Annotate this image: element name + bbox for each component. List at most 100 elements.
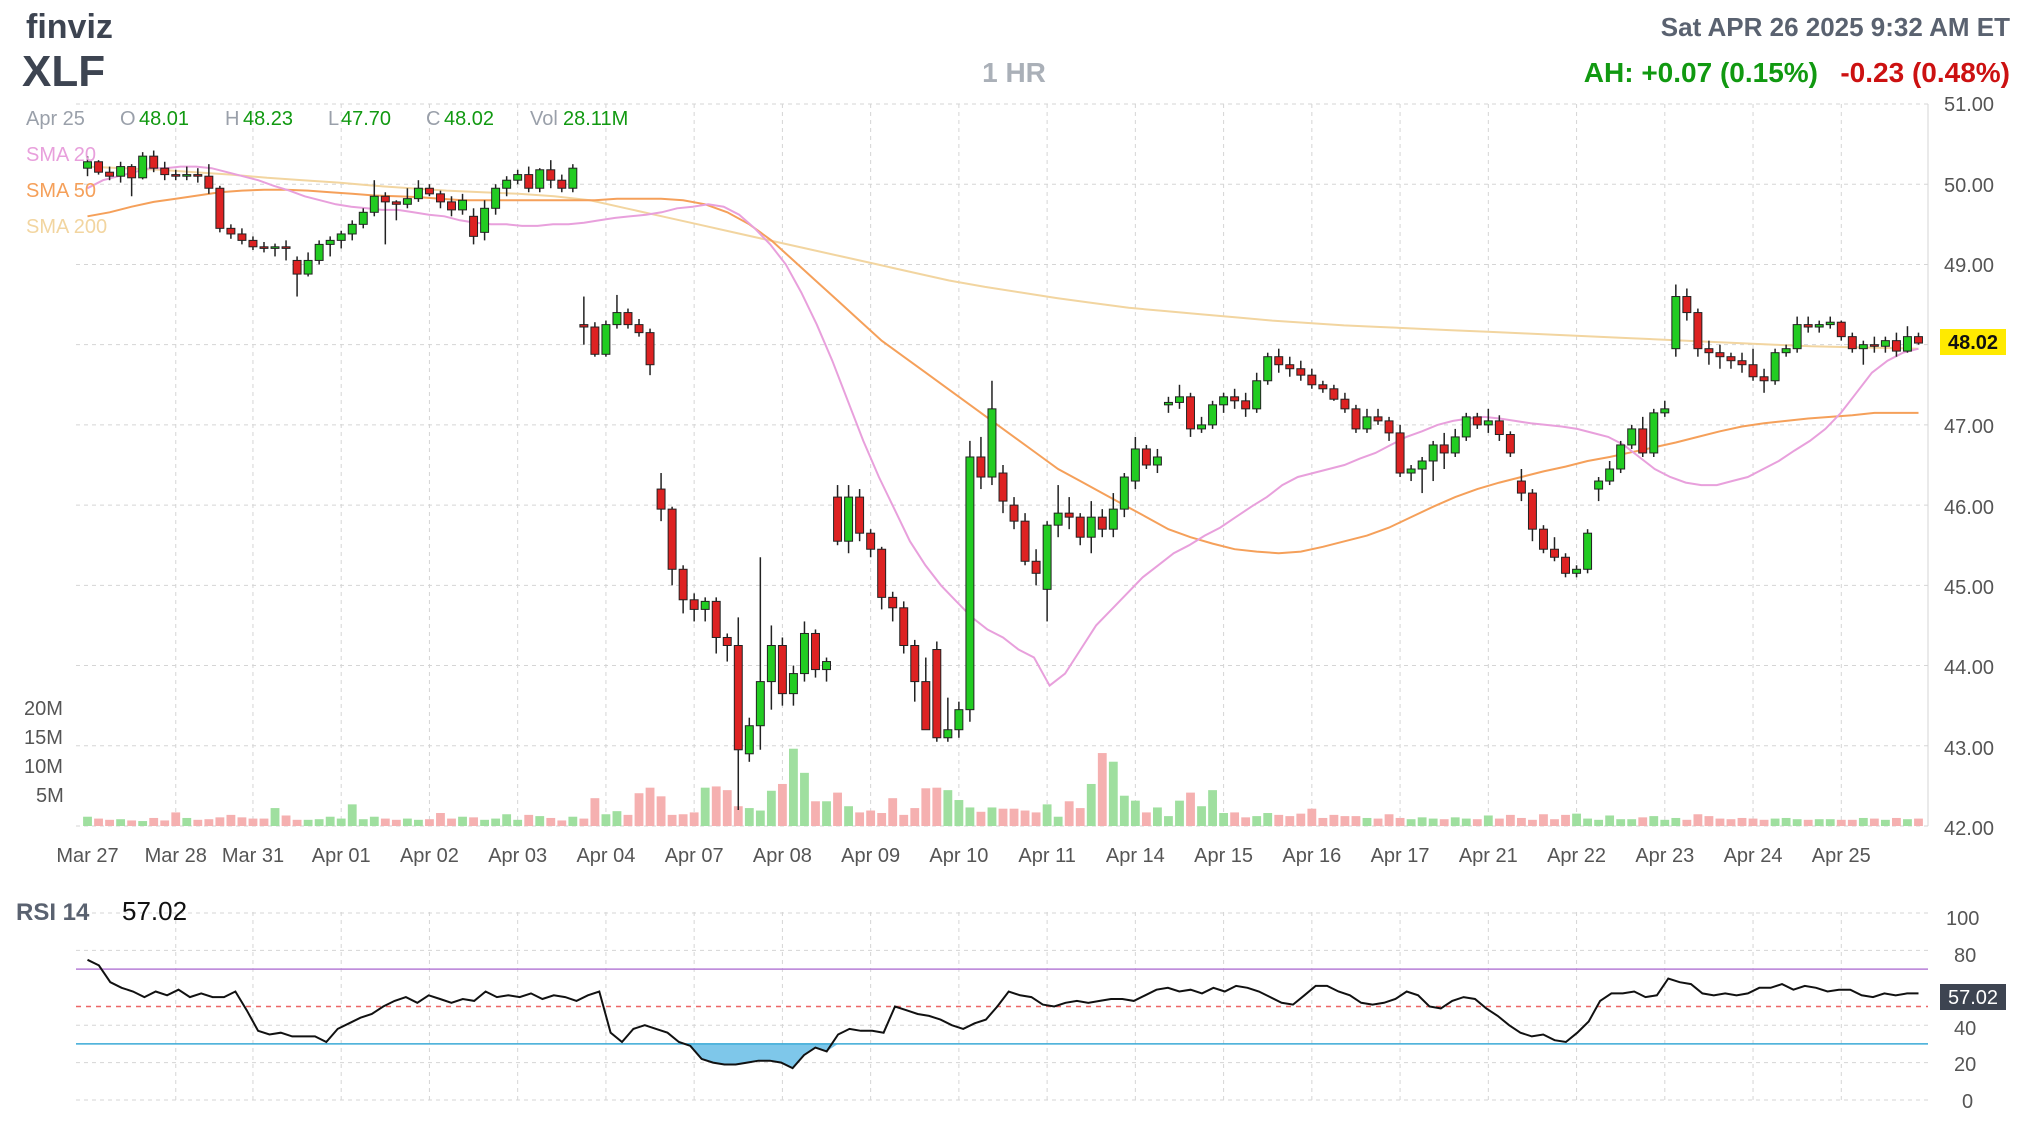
candle — [1759, 368, 1769, 393]
candle — [1108, 493, 1118, 538]
volume-bar — [899, 814, 909, 826]
candle — [1097, 509, 1107, 538]
volume-bar — [1516, 817, 1526, 826]
volume-bar — [1450, 817, 1460, 826]
volume-bar — [557, 820, 567, 826]
candle-body — [777, 645, 787, 695]
date-tick: Mar 27 — [56, 845, 118, 867]
candle — [1163, 396, 1173, 413]
date-tick: Apr 23 — [1635, 845, 1694, 867]
candle-body — [623, 312, 633, 326]
candle — [1880, 336, 1890, 353]
legend-sma20[interactable]: SMA 20 — [26, 144, 96, 166]
candle — [1825, 316, 1835, 329]
candle — [1384, 416, 1394, 441]
candle — [1671, 284, 1681, 357]
candle-body — [1197, 424, 1207, 430]
legend-low-label: L — [328, 108, 339, 130]
volume-bar — [822, 801, 831, 826]
candle — [1141, 444, 1151, 470]
candle — [491, 184, 501, 215]
candle — [1042, 521, 1052, 622]
candle-body — [237, 233, 247, 241]
volume-bar — [1858, 817, 1868, 826]
candle — [281, 240, 291, 261]
volume-bar — [469, 817, 478, 826]
volume-bar — [480, 819, 490, 826]
candle-body — [557, 179, 567, 189]
candle-body — [1726, 356, 1736, 362]
candle — [149, 150, 159, 173]
volume-bar — [391, 819, 401, 826]
volume-bar — [1748, 818, 1758, 826]
candle — [94, 160, 104, 175]
candle — [105, 166, 115, 181]
legend-sma50[interactable]: SMA 50 — [26, 180, 96, 202]
volume-bar — [524, 814, 534, 826]
volume-bar — [1230, 812, 1240, 826]
candle — [1152, 448, 1162, 474]
candle — [347, 220, 357, 241]
timeframe-label[interactable]: 1 HR — [982, 57, 1046, 88]
volume-bar — [259, 818, 269, 826]
candle — [1086, 501, 1096, 554]
candle — [1119, 473, 1129, 518]
rsi-line — [87, 958, 1919, 1070]
date-axis: Mar 27 Mar 28 Mar 31 Apr 01 Apr 02 Apr 03 Apr … — [56, 845, 1870, 867]
candle — [744, 717, 754, 762]
candle-body — [744, 725, 754, 755]
candle — [1020, 513, 1030, 566]
candle-body — [1737, 360, 1747, 366]
candle-body — [1064, 512, 1074, 518]
volume-bar — [1053, 816, 1063, 826]
candle-body — [866, 532, 876, 550]
candle — [1891, 332, 1901, 357]
candle-body — [270, 246, 280, 249]
legend-low-value: 47.70 — [341, 108, 391, 130]
candle-body — [932, 649, 942, 739]
date-tick: Apr 17 — [1371, 845, 1430, 867]
candle — [1263, 352, 1273, 385]
candle-body — [899, 607, 909, 646]
volume-tick: 15M — [24, 727, 63, 749]
volume-bar — [954, 800, 964, 826]
candle — [943, 697, 953, 742]
volume-bar — [358, 819, 368, 826]
candle-body — [579, 324, 589, 328]
volume-bar — [292, 819, 302, 826]
volume-bar — [733, 806, 743, 826]
volume-bar — [1241, 817, 1251, 826]
candle-body — [1494, 420, 1504, 436]
volume-bar — [1903, 819, 1912, 826]
candle-body — [1373, 416, 1383, 422]
candle — [1737, 352, 1747, 373]
candle-body — [513, 174, 523, 181]
volume-bar — [1792, 819, 1802, 826]
volume-bar — [1208, 790, 1217, 826]
candle — [1219, 392, 1229, 413]
sma20-line — [87, 165, 1919, 688]
volume-bar — [667, 814, 677, 826]
volume-bar — [700, 787, 710, 826]
volume-bar — [1153, 807, 1162, 826]
candle-body — [1891, 340, 1901, 352]
candle — [1362, 408, 1372, 433]
volume-bar — [116, 819, 126, 826]
volume-tick: 5M — [36, 785, 64, 807]
candle — [204, 164, 214, 194]
candle — [358, 208, 368, 229]
volume-bar — [436, 813, 445, 826]
candle — [1726, 352, 1736, 369]
date-tick: Apr 14 — [1106, 845, 1165, 867]
date-tick: Apr 22 — [1547, 845, 1606, 867]
finviz-logo[interactable]: finviz — [26, 8, 113, 46]
volume-bar — [943, 790, 953, 826]
candle — [844, 485, 854, 554]
volume-bar — [678, 814, 688, 826]
candle — [171, 169, 181, 181]
volume-bar — [303, 819, 313, 826]
legend-sma200[interactable]: SMA 200 — [26, 216, 107, 238]
date-tick: Apr 25 — [1812, 845, 1871, 867]
volume-bar — [1009, 808, 1019, 826]
